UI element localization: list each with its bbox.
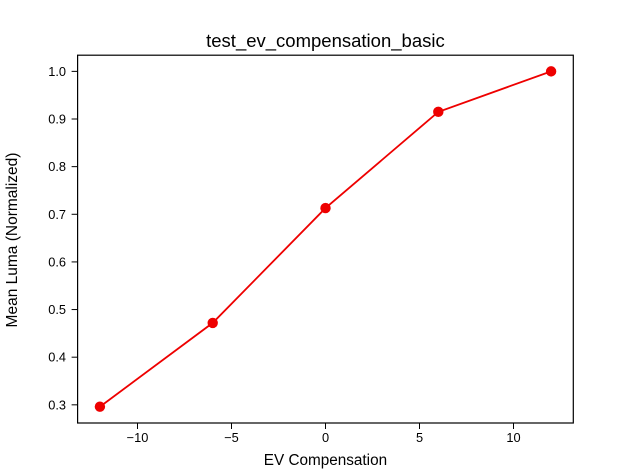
svg-text:−5: −5 <box>224 430 239 445</box>
svg-text:0.9: 0.9 <box>48 112 66 127</box>
svg-text:0.5: 0.5 <box>48 302 66 317</box>
svg-text:0.4: 0.4 <box>48 350 66 365</box>
svg-text:5: 5 <box>416 430 423 445</box>
svg-text:1.0: 1.0 <box>48 64 66 79</box>
svg-text:0.3: 0.3 <box>48 397 66 412</box>
svg-text:0.7: 0.7 <box>48 207 66 222</box>
svg-text:10: 10 <box>506 430 520 445</box>
svg-text:−10: −10 <box>127 430 149 445</box>
svg-text:0.6: 0.6 <box>48 254 66 269</box>
svg-text:0.8: 0.8 <box>48 159 66 174</box>
svg-text:0: 0 <box>322 430 329 445</box>
